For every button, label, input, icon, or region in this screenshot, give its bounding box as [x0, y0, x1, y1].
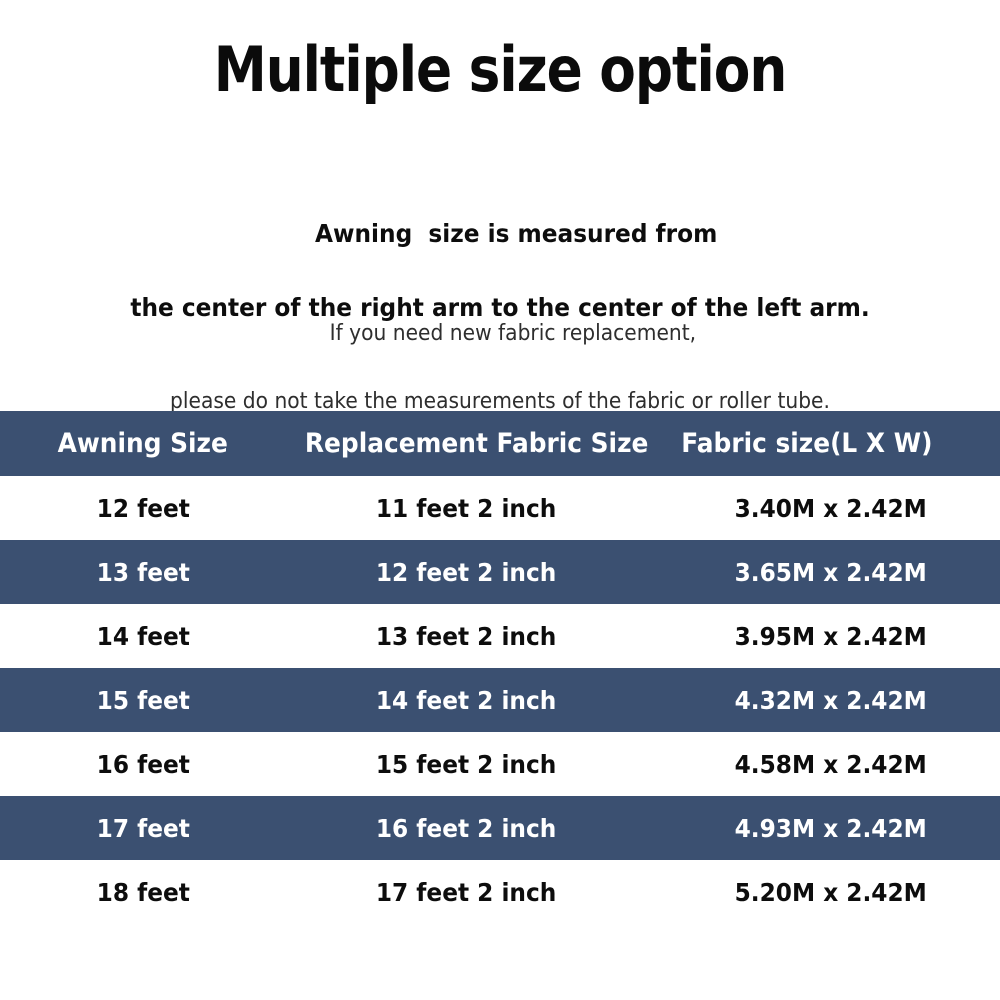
cell-fabric-size: 4.32M x 2.42M	[645, 668, 1000, 732]
cell-replacement-fabric-size-label: 12 feet 2 inch	[376, 557, 557, 587]
table-row: 15 feet 14 feet 2 inch 4.32M x 2.42M	[0, 668, 1000, 732]
cell-fabric-size-label: 4.32M x 2.42M	[734, 685, 927, 715]
cell-awning-size-label: 16 feet	[96, 749, 190, 779]
cell-fabric-size: 3.65M x 2.42M	[645, 540, 1000, 604]
cell-awning-size-label: 12 feet	[96, 493, 190, 523]
column-header-replacement-fabric-size-label: Replacement Fabric Size	[304, 428, 649, 459]
measurement-instruction-line-1: Awning size is measured from	[315, 219, 718, 248]
table-row: 16 feet 15 feet 2 inch 4.58M x 2.42M	[0, 732, 1000, 796]
column-header-replacement-fabric-size: Replacement Fabric Size	[290, 411, 649, 476]
page-title: Multiple size option	[213, 33, 788, 106]
cell-fabric-size-label: 4.93M x 2.42M	[734, 813, 927, 843]
cell-fabric-size: 5.20M x 2.42M	[645, 860, 1000, 924]
cell-replacement-fabric-size: 16 feet 2 inch	[290, 796, 645, 860]
cell-replacement-fabric-size: 15 feet 2 inch	[290, 732, 645, 796]
cell-fabric-size-label: 3.40M x 2.42M	[734, 493, 927, 523]
cell-replacement-fabric-size-label: 13 feet 2 inch	[376, 621, 557, 651]
cell-replacement-fabric-size: 12 feet 2 inch	[290, 540, 645, 604]
cell-awning-size-label: 15 feet	[96, 685, 190, 715]
cell-awning-size-label: 14 feet	[96, 621, 190, 651]
cell-replacement-fabric-size-label: 16 feet 2 inch	[376, 813, 557, 843]
cell-awning-size: 17 feet	[0, 796, 290, 860]
cell-replacement-fabric-size-label: 11 feet 2 inch	[376, 493, 557, 523]
cell-awning-size: 16 feet	[0, 732, 290, 796]
column-header-awning-size-label: Awning Size	[57, 428, 228, 459]
cell-fabric-size-label: 5.20M x 2.42M	[734, 877, 927, 907]
replacement-note-line-2: please do not take the measurements of t…	[170, 389, 830, 414]
table-row: 13 feet 12 feet 2 inch 3.65M x 2.42M	[0, 540, 1000, 604]
cell-replacement-fabric-size: 14 feet 2 inch	[290, 668, 645, 732]
column-header-fabric-size-label: Fabric size(L X W)	[681, 428, 933, 459]
measurement-instruction: Awning size is measured from the center …	[35, 178, 965, 400]
replacement-note: If you need new fabric replacement, plea…	[40, 283, 960, 487]
table-row: 14 feet 13 feet 2 inch 3.95M x 2.42M	[0, 604, 1000, 668]
cell-fabric-size-label: 4.58M x 2.42M	[734, 749, 927, 779]
cell-replacement-fabric-size-label: 17 feet 2 inch	[376, 877, 557, 907]
size-table-body: 12 feet 11 feet 2 inch 3.40M x 2.42M 13 fee…	[0, 476, 1000, 924]
column-header-fabric-size: Fabric size(L X W)	[645, 411, 1000, 476]
cell-replacement-fabric-size: 13 feet 2 inch	[290, 604, 645, 668]
cell-awning-size: 15 feet	[0, 668, 290, 732]
cell-replacement-fabric-size: 17 feet 2 inch	[290, 860, 645, 924]
table-row: 17 feet 16 feet 2 inch 4.93M x 2.42M	[0, 796, 1000, 860]
replacement-note-line-1: If you need new fabric replacement,	[329, 321, 697, 346]
cell-awning-size: 12 feet	[0, 476, 290, 540]
cell-replacement-fabric-size-label: 15 feet 2 inch	[376, 749, 557, 779]
size-table-header-row: Awning Size Replacement Fabric Size Fabr…	[0, 411, 1000, 476]
cell-fabric-size-label: 3.65M x 2.42M	[734, 557, 927, 587]
cell-replacement-fabric-size: 11 feet 2 inch	[290, 476, 645, 540]
cell-awning-size-label: 18 feet	[96, 877, 190, 907]
table-row: 12 feet 11 feet 2 inch 3.40M x 2.42M	[0, 476, 1000, 540]
cell-replacement-fabric-size-label: 14 feet 2 inch	[376, 685, 557, 715]
cell-fabric-size: 3.95M x 2.42M	[645, 604, 1000, 668]
cell-awning-size: 14 feet	[0, 604, 290, 668]
measurement-instruction-line-2: the center of the right arm to the cente…	[130, 293, 870, 322]
cell-fabric-size: 3.40M x 2.42M	[645, 476, 1000, 540]
cell-awning-size-label: 13 feet	[96, 557, 190, 587]
cell-awning-size: 13 feet	[0, 540, 290, 604]
cell-fabric-size: 4.93M x 2.42M	[645, 796, 1000, 860]
size-table-head: Awning Size Replacement Fabric Size Fabr…	[0, 411, 1000, 476]
cell-fabric-size: 4.58M x 2.42M	[645, 732, 1000, 796]
cell-awning-size: 18 feet	[0, 860, 290, 924]
size-table: Awning Size Replacement Fabric Size Fabr…	[0, 411, 1000, 924]
cell-awning-size-label: 17 feet	[96, 813, 190, 843]
column-header-awning-size: Awning Size	[0, 411, 290, 476]
table-row: 18 feet 17 feet 2 inch 5.20M x 2.42M	[0, 860, 1000, 924]
cell-fabric-size-label: 3.95M x 2.42M	[734, 621, 927, 651]
